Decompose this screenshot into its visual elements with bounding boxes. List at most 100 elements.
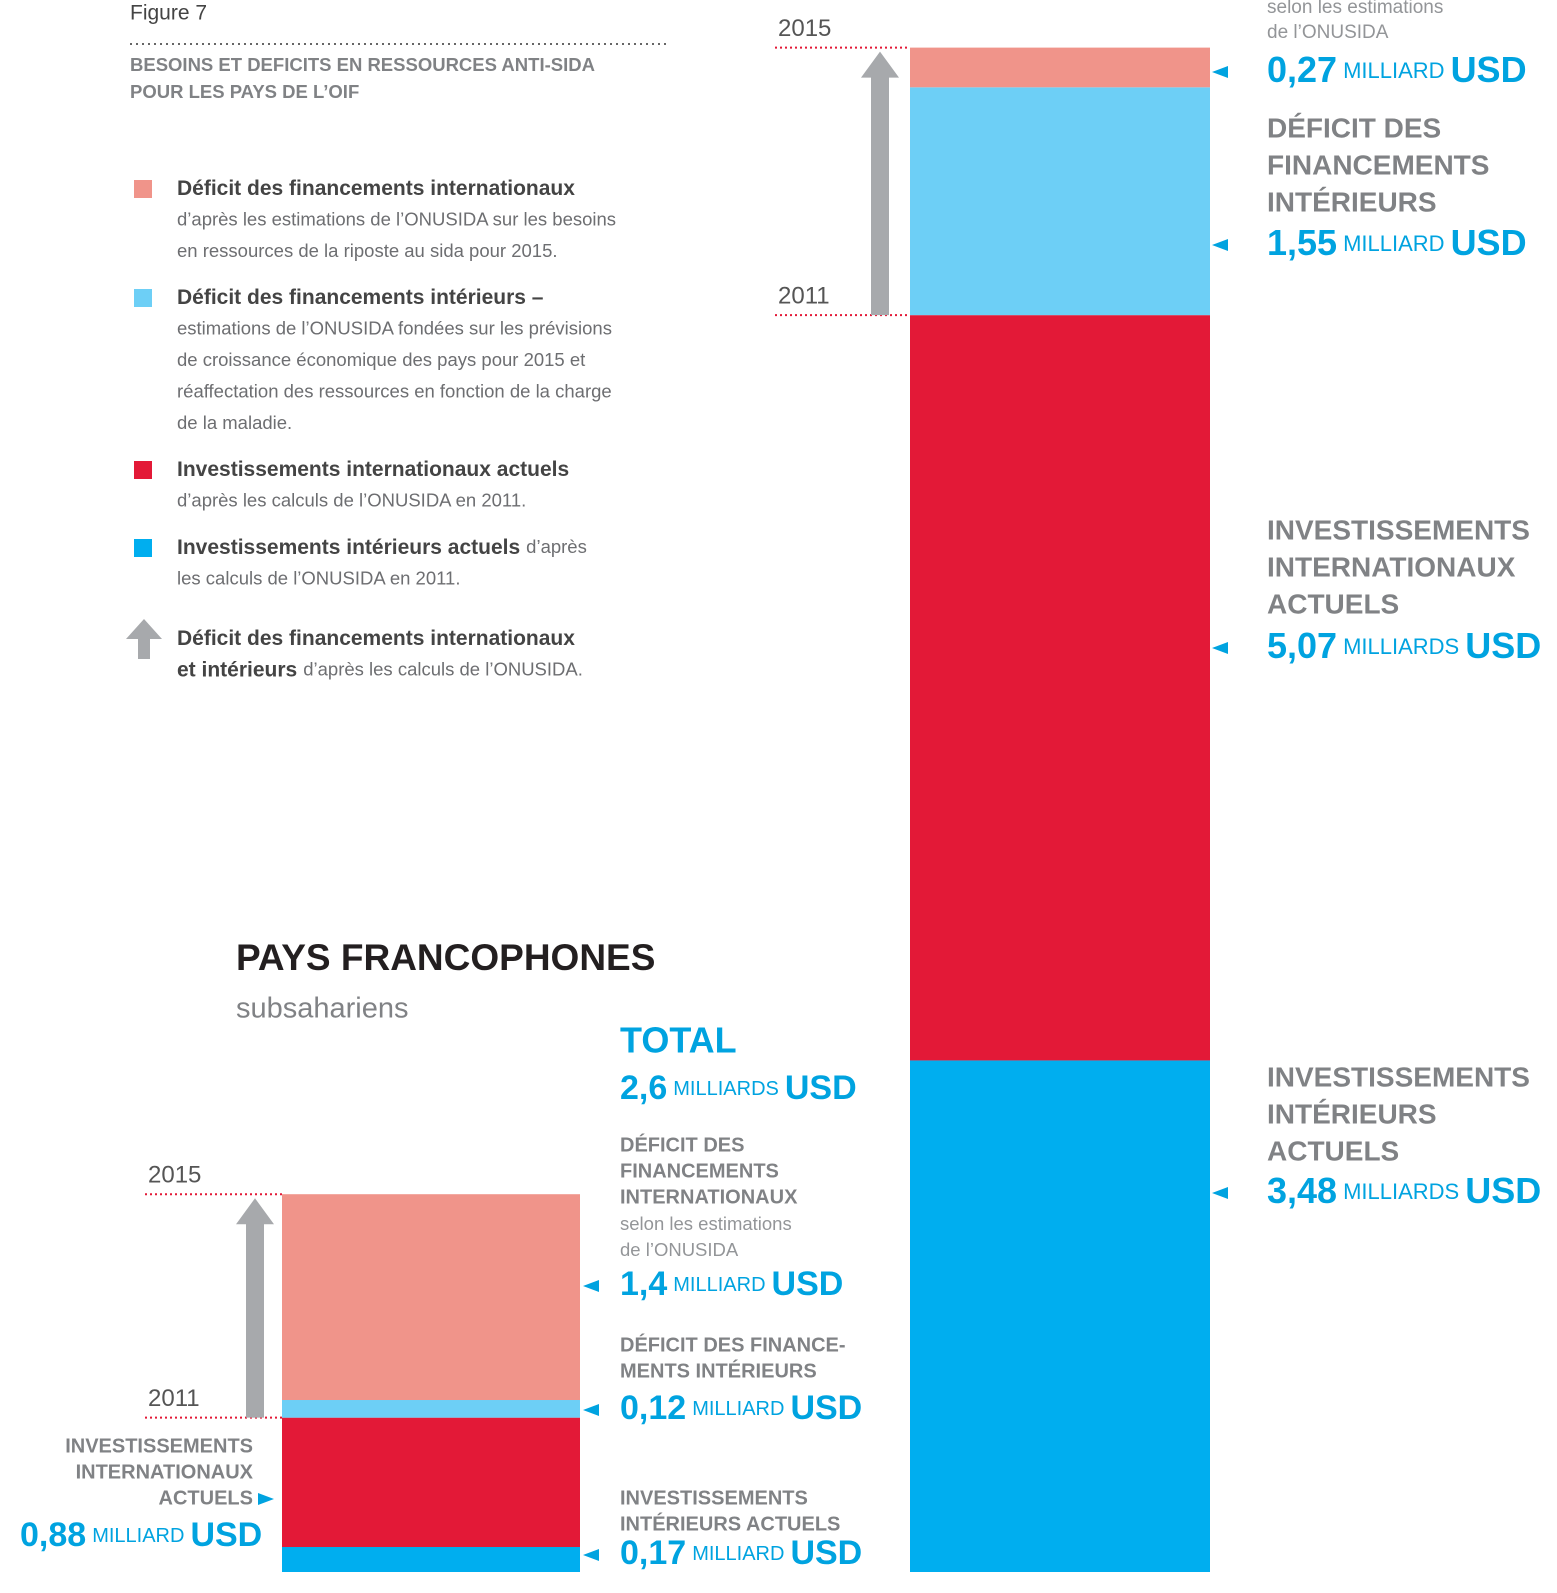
segment-name: INVESTISSEMENTS [620,1487,808,1509]
segment-note: selon les estimations [620,1213,792,1234]
value-currency: USD [1451,222,1527,263]
legend-text: Investissements internationaux actuels [177,458,569,481]
segment-name: INVESTISSEMENTS [1267,1061,1530,1092]
segment-name: ACTUELS [1267,588,1399,619]
value-label: 0,27 MILLIARD USD [1267,49,1527,90]
legend-title: et intérieurs [177,658,297,681]
bar-segment [910,1060,1210,1572]
bar-segment [282,1547,580,1572]
figure-title: BESOINS ET DEFICITS EN RESSOURCES ANTI-S… [130,54,595,75]
segment-name: INTERNATIONAUX [1267,551,1516,582]
value-number: 0,12 [620,1389,686,1427]
value-number: 5,07 [1267,625,1337,666]
segment-name: INTERNATIONAUX [76,1461,254,1483]
legend-line: en ressources de la riposte au sida pour… [177,240,558,261]
value-number: 3,48 [1267,1170,1337,1211]
segment-note: de l’ONUSIDA [1267,22,1389,43]
value-label: 0,88 MILLIARD USD [20,1516,262,1554]
chart-title: PAYS FRANCOPHONES [236,937,655,978]
value-label: 1,4 MILLIARD USD [620,1265,843,1303]
legend-line: estimations de l’ONUSIDA fondées sur les… [177,317,612,338]
value-unit: MILLIARD [92,1525,184,1547]
segment-name: ACTUELS [159,1487,253,1509]
bar-segment [910,87,1210,316]
segment-name: DÉFICIT DES [1267,112,1441,143]
segment-name: ACTUELS [1267,1135,1399,1166]
pointer [1212,642,1228,654]
year-label: 2015 [778,15,831,42]
value-currency: USD [1465,1170,1541,1211]
legend-text: Investissements intérieurs actuels d’aprè… [177,536,587,559]
legend-icon [126,619,162,659]
segment-name: INVESTISSEMENTS [1267,514,1530,545]
legend-text: Déficit des financements internationaux [177,177,575,200]
value-unit: MILLIARD [1343,58,1444,83]
segment-name: MENTS INTÉRIEURS [620,1359,817,1382]
bar-segment [282,1417,580,1548]
legend-inline: d’après les calculs de l’ONUSIDA. [303,658,583,679]
value-currency: USD [190,1516,262,1554]
segment-name: INTÉRIEURS ACTUELS [620,1512,840,1535]
segment-name: INTÉRIEURS [1267,1098,1437,1129]
value-unit: MILLIARD [692,1543,784,1565]
bar-segment [910,47,1210,88]
year-label: 2015 [148,1162,201,1189]
value-unit: MILLIARD [1343,231,1444,256]
value-number: 0,88 [20,1516,86,1554]
value-label: 5,07 MILLIARDS USD [1267,625,1541,666]
segment-name: INTÉRIEURS [1267,186,1437,217]
value-unit: MILLIARD [673,1274,765,1296]
legend-text: Déficit des financements intérieurs – [177,286,544,309]
legend-line: réaffectation des ressources en fonction… [177,380,612,401]
legend-line: d’après les estimations de l’ONUSIDA sur… [177,208,616,229]
figure-label: Figure 7 [130,2,207,25]
legend-line: les calculs de l’ONUSIDA en 2011. [177,567,460,588]
value-number: 1,4 [620,1265,667,1303]
legend-line: d’après les calculs de l’ONUSIDA en 2011… [177,489,526,510]
segment-note: de l’ONUSIDA [620,1239,739,1260]
bar-segment [910,315,1210,1061]
bar-segment [282,1194,580,1401]
legend-icon [134,461,152,479]
legend-title: Investissements intérieurs actuels [177,536,520,559]
value-currency: USD [1465,625,1541,666]
segment-name: FINANCEMENTS [620,1160,779,1182]
legend-line: de la maladie. [177,412,292,433]
value-number: 1,55 [1267,222,1337,263]
segment-name: DÉFICIT DES FINANCE- [620,1333,846,1356]
value-label: 3,48 MILLIARDS USD [1267,1170,1541,1211]
pointer [583,1404,599,1416]
chart-subtitle: subsahariens [236,993,409,1025]
bar-segment [282,1400,580,1418]
segment-name: INTERNATIONAUX [620,1186,798,1208]
legend-text: et intérieurs d’après les calculs de l’ON… [177,658,583,681]
pointer [1212,66,1228,78]
legend-inline: d’après [526,536,587,557]
legend-icon [134,539,152,557]
pointer [1212,1187,1228,1199]
value-currency: USD [772,1265,844,1303]
value-currency: USD [790,1389,862,1427]
gap-arrow [861,51,899,316]
value-number: 0,27 [1267,49,1337,90]
value-unit: MILLIARDS [1343,634,1459,659]
gap-arrow [236,1198,274,1418]
pointer [1212,239,1228,251]
legend-title: Déficit des financements internationaux [177,177,575,200]
segment-name: DÉFICIT DES [620,1133,744,1156]
legend-icon [134,180,152,198]
value-number: 2,6 [620,1069,667,1107]
value-currency: USD [1451,49,1527,90]
value-currency: USD [785,1069,857,1107]
year-label: 2011 [778,282,830,309]
pointer [583,1280,599,1292]
segment-note: selon les estimations [1267,0,1443,18]
total-name: TOTAL [620,1020,737,1061]
value-label: 0,12 MILLIARD USD [620,1389,862,1427]
figure-title: POUR LES PAYS DE L’OIF [130,81,359,102]
value-currency: USD [790,1534,862,1572]
segment-name: FINANCEMENTS [1267,149,1489,180]
value-label: 0,17 MILLIARD USD [620,1534,862,1572]
pointer [583,1549,599,1561]
segment-name: INVESTISSEMENTS [65,1435,253,1457]
